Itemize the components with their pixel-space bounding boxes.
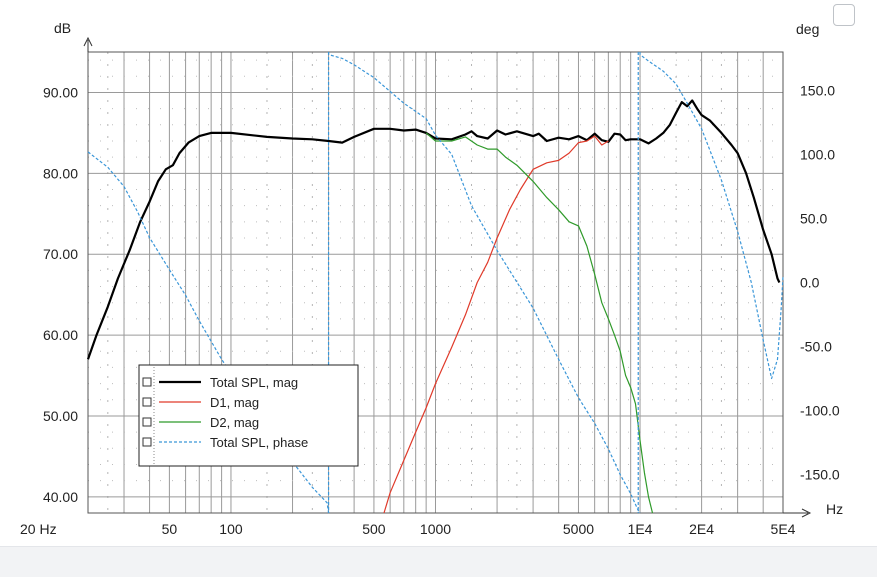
legend: Total SPL, mag D1, mag D2, mag Total SPL, p… bbox=[138, 364, 359, 467]
x-tick-label: 5000 bbox=[563, 521, 594, 537]
legend-checkbox bbox=[142, 377, 152, 387]
legend-checkbox bbox=[142, 417, 152, 427]
x-tick-label: 500 bbox=[362, 521, 386, 537]
y-right-tick-label: -100.0 bbox=[800, 403, 840, 419]
series-line-1 bbox=[383, 135, 609, 514]
legend-label: D1, mag bbox=[210, 395, 259, 410]
y-right-tick-label: -50.0 bbox=[800, 339, 832, 355]
left-axis-unit: dB bbox=[54, 20, 71, 36]
bottom-band bbox=[0, 546, 877, 577]
y-left-tick-label: 60.00 bbox=[43, 327, 78, 343]
right-axis-unit: deg bbox=[796, 21, 819, 37]
x-tick-label: 50 bbox=[162, 521, 178, 537]
y-left-tick-label: 90.00 bbox=[43, 84, 78, 100]
x-tick-label: 1E4 bbox=[628, 521, 653, 537]
x-tick-label: 5E4 bbox=[771, 521, 796, 537]
legend-label: D2, mag bbox=[210, 415, 259, 430]
legend-checkbox bbox=[142, 397, 152, 407]
x-tick-label: 20 Hz bbox=[20, 521, 57, 537]
y-right-tick-label: -150.0 bbox=[800, 467, 840, 483]
x-tick-label: 1000 bbox=[420, 521, 451, 537]
y-left-tick-label: 50.00 bbox=[43, 408, 78, 424]
x-axis-arrow-icon bbox=[801, 508, 812, 518]
x-axis-unit: Hz bbox=[826, 501, 843, 517]
left-axis-arrow-icon bbox=[83, 36, 93, 47]
chart-svg: dB deg Hz 20 Hz 50 100 500 1000 5000 1E4 2E4 5E4 40.… bbox=[20, 20, 843, 537]
legend-label: Total SPL, phase bbox=[210, 435, 308, 450]
y-right-tick-label: 0.0 bbox=[800, 275, 820, 291]
y-left-tick-label: 40.00 bbox=[43, 489, 78, 505]
y-left-tick-label: 70.00 bbox=[43, 246, 78, 262]
series bbox=[86, 52, 784, 514]
series-line-3 bbox=[87, 52, 784, 514]
series-line-2 bbox=[425, 132, 654, 514]
y-right-tick-label: 150.0 bbox=[800, 82, 835, 98]
x-tick-label: 2E4 bbox=[689, 521, 714, 537]
axes: dB deg Hz 20 Hz 50 100 500 1000 5000 1E4 2E4 5E4 40.… bbox=[20, 20, 843, 537]
y-right-tick-label: 100.0 bbox=[800, 146, 835, 162]
series-line-0 bbox=[86, 99, 781, 360]
corner-checkbox[interactable] bbox=[833, 4, 855, 26]
legend-checkbox bbox=[142, 437, 152, 447]
x-tick-label: 100 bbox=[219, 521, 243, 537]
y-left-tick-label: 80.00 bbox=[43, 165, 78, 181]
y-right-tick-label: 50.0 bbox=[800, 210, 827, 226]
legend-label: Total SPL, mag bbox=[210, 375, 298, 390]
